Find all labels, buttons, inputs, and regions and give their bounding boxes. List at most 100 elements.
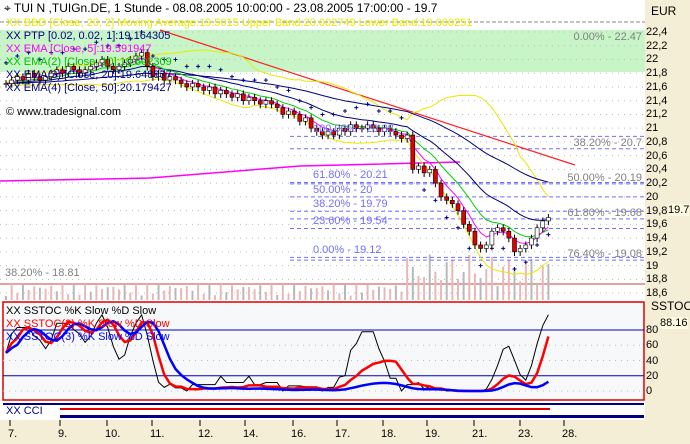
volume-bar (400, 291, 403, 300)
candle (224, 90, 229, 95)
volume-bar (490, 256, 493, 300)
volume-bar (231, 285, 233, 300)
volume-bar (225, 292, 228, 300)
legend-item[interactable]: XX EMA(3) [Close, 20]:19.648937 (6, 69, 172, 81)
ptp-dot (422, 188, 427, 193)
price-axis-label: 19,8 (646, 204, 668, 217)
volume-bar (67, 294, 70, 300)
candle (387, 127, 393, 132)
ptp-dot (376, 109, 381, 114)
candle (529, 237, 534, 246)
legend-item[interactable]: XX EMA(4) [Close, 50]:20.179427 (6, 82, 172, 94)
fib-label-left: 38.20% - 19.79 (313, 198, 388, 211)
candle (472, 230, 478, 246)
ptp-dot (354, 105, 359, 110)
date-axis-label: 7. (8, 428, 18, 440)
candle (450, 200, 455, 205)
stoch-legend-item[interactable]: XX SSTOC %K Slow %D Slow (6, 305, 157, 317)
candle (128, 59, 133, 64)
volume-bar (293, 284, 296, 300)
candle (478, 244, 483, 249)
volume-bar (304, 285, 307, 300)
price-axis-label: 22,4 (646, 26, 668, 38)
volume-bar (287, 293, 290, 300)
volume-bar (95, 285, 98, 300)
candle (37, 76, 43, 81)
ptp-dot (309, 105, 314, 110)
candle (303, 117, 308, 122)
candle (331, 131, 337, 136)
volume-bar (118, 289, 120, 300)
price-axis-label: 18,6 (646, 287, 668, 300)
volume-bar (417, 275, 420, 300)
candle (325, 131, 331, 136)
candle (195, 83, 201, 88)
ptp-dot (162, 57, 167, 62)
price-axis-label: 18,8 (646, 273, 668, 286)
price-axis-label: 22 (646, 53, 659, 66)
volume-bar (151, 293, 154, 300)
candle (353, 124, 359, 129)
trendline-magenta (0, 161, 461, 182)
candle (20, 76, 26, 81)
move-icon[interactable]: ⌖ (4, 1, 14, 15)
candle (444, 196, 450, 201)
volume-bar (360, 292, 363, 300)
candle (427, 169, 433, 174)
volume-bar (496, 285, 499, 300)
candle (410, 134, 416, 170)
volume-bar (180, 288, 183, 300)
candle (382, 127, 387, 132)
legend-item[interactable]: XX EMA(2) [Close, 10]:19.502309 (6, 56, 172, 68)
volume-bar (89, 291, 92, 300)
legend-item[interactable]: XX EMA [Close, 5]:19.591947 (6, 43, 152, 55)
candle (359, 127, 365, 130)
volume-bar (112, 286, 115, 300)
candle (506, 230, 512, 239)
stoch-legend-item[interactable]: XX SSTOC(2) %K Slow %D Slow (6, 318, 170, 330)
volume-bar (502, 266, 505, 300)
candle (433, 169, 438, 184)
candle (71, 66, 77, 71)
candle (342, 127, 348, 132)
volume-bar (202, 293, 205, 300)
volume-bar (163, 290, 166, 300)
volume-bar (33, 286, 36, 300)
candle (461, 210, 466, 225)
legend-item[interactable]: XX BBD [Close, 20, 2] Moving Average:19.… (6, 17, 473, 29)
fib-label-left: 23.60% - 19.54 (313, 215, 388, 228)
volume-bar (21, 284, 24, 300)
volume-bar (78, 294, 81, 300)
stoch-legend-item[interactable]: XX SSTOC(3) %K Slow %D Slow (6, 331, 170, 343)
volume-bar (321, 286, 324, 300)
date-axis-label: 12. (198, 428, 214, 440)
ptp-dot (37, 57, 42, 62)
candle (122, 62, 127, 67)
stoch-panel (2, 301, 645, 401)
volume-bar (101, 288, 104, 300)
candle (320, 131, 325, 136)
volume-bar (247, 287, 250, 300)
candle (48, 72, 54, 77)
volume-bar (445, 262, 448, 300)
price-axis-label: 20,2 (646, 177, 668, 190)
candle (274, 103, 280, 108)
price-axis-label: 21,8 (646, 67, 668, 80)
ema-20 (5, 65, 549, 221)
volume-bar (242, 286, 245, 300)
legend-item[interactable]: XX PTP [0.02, 0.02, 1]:19.164305 (6, 30, 171, 42)
ptp-dot (399, 115, 404, 120)
stoch-axis-tick: 40 (646, 354, 659, 367)
volume-bar (197, 284, 200, 300)
date-axis-label: 28. (562, 428, 578, 440)
volume-bar (524, 261, 527, 300)
candle (512, 237, 517, 253)
volume-bar (473, 273, 476, 300)
stoch-axis-tick: 60 (646, 339, 659, 352)
candle (26, 72, 31, 81)
price-axis-label: 21,6 (646, 80, 668, 93)
ptp-dot (388, 109, 393, 114)
ptp-dot (546, 232, 551, 237)
ptp-dot (501, 246, 506, 251)
volume-bar (185, 285, 188, 300)
